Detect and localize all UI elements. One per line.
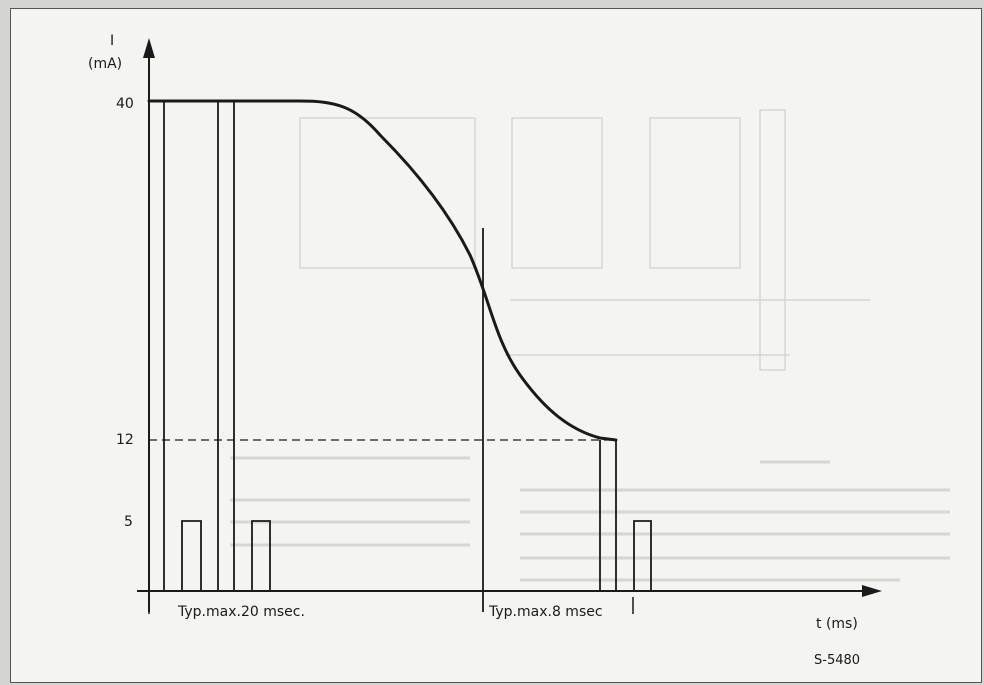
- interval-2-label: Typ.max.8 msec: [488, 604, 603, 620]
- figure-frame: [10, 8, 982, 683]
- current-decay-curve: [147, 99, 618, 442]
- y-tick-label-12: 12: [116, 432, 134, 448]
- y-axis: [143, 38, 155, 612]
- y-tick-label-40: 40: [116, 96, 134, 112]
- pulse-5ma: [181, 520, 202, 591]
- pulse-5ma: [633, 520, 652, 591]
- y-axis-label: I: [110, 33, 114, 49]
- x-axis: [137, 585, 882, 597]
- y-axis-unit: (mA): [88, 56, 122, 72]
- x-axis-arrow-icon: [862, 585, 882, 597]
- pulse-group-second-interval: [482, 228, 652, 612]
- background-ghost-print: [230, 109, 950, 582]
- pulse-5ma: [251, 520, 271, 591]
- figure-code: S-5480: [814, 653, 860, 668]
- interval-1-label: Typ.max.20 msec.: [177, 604, 305, 620]
- x-axis-label: t (ms): [816, 616, 858, 632]
- pulse-group-first-interval: [163, 101, 271, 591]
- y-axis-arrow-icon: [143, 38, 155, 58]
- y-tick-label-5: 5: [124, 514, 133, 530]
